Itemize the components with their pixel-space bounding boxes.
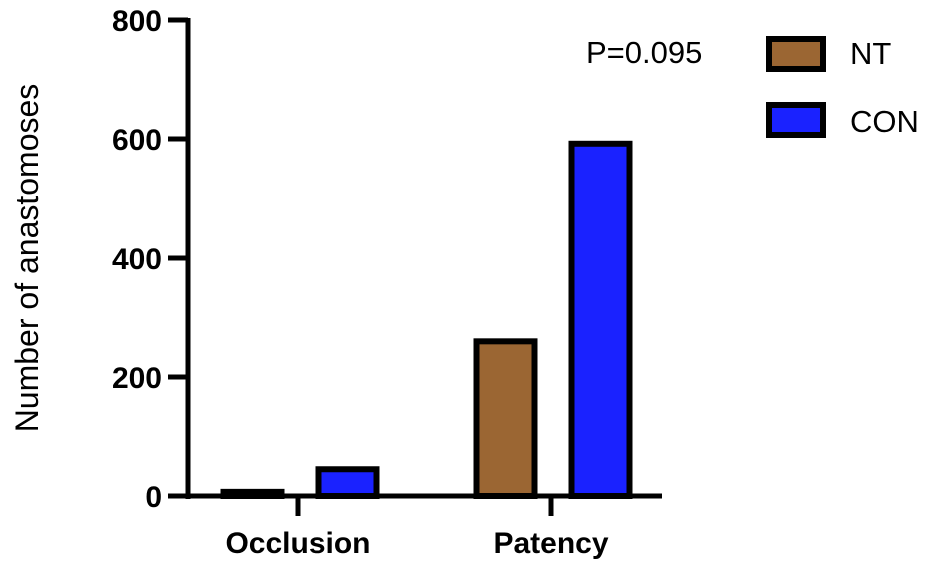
x-axis-ticks: Occlusion Patency	[225, 496, 609, 560]
legend-swatch-nt	[766, 36, 826, 72]
x-category-label: Occlusion	[225, 527, 370, 560]
y-axis-title: Number of anastomoses	[9, 84, 45, 433]
bar-con-occlusion	[315, 466, 380, 499]
y-axis-ticks: 0 200 400 600 800	[112, 5, 188, 514]
y-tick-label: 0	[145, 481, 162, 514]
y-tick-label: 200	[112, 362, 162, 395]
x-category-label: Patency	[493, 527, 608, 560]
legend-label-con: CON	[850, 104, 919, 139]
p-value-annotation: P=0.095	[586, 35, 702, 70]
y-tick-label: 400	[112, 243, 162, 276]
bar-con-patency	[568, 140, 633, 499]
bar-nt-occlusion	[220, 488, 285, 499]
legend: P=0.095 NT CON	[586, 35, 919, 139]
bar-nt-patency	[473, 338, 538, 500]
legend-swatch-con	[766, 102, 826, 138]
bars	[220, 140, 633, 500]
y-tick-label: 800	[112, 5, 162, 38]
legend-label-nt: NT	[850, 36, 891, 71]
y-tick-label: 600	[112, 124, 162, 157]
